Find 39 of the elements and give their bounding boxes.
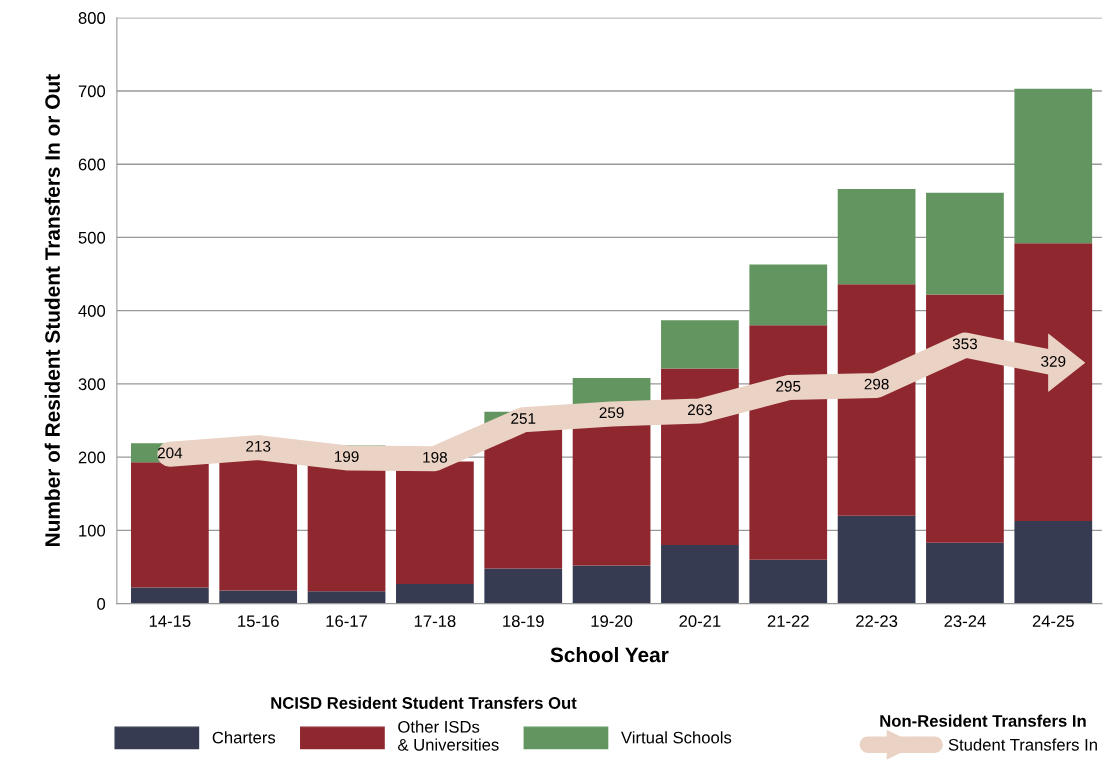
y-tick-label: 300: [78, 378, 106, 391]
data-label: 199: [334, 451, 359, 462]
text: NCISD Resident Student Transfers Out: [271, 696, 577, 709]
data-label: 213: [246, 440, 271, 452]
y-tick-label: 400: [78, 305, 106, 317]
data-label: 251: [511, 413, 536, 424]
data-label: 329: [1041, 355, 1066, 367]
x-tick-label: 22-23: [856, 615, 898, 628]
x-tick-label: 24-25: [1032, 615, 1074, 628]
x-tick-label: 21-22: [767, 615, 809, 627]
data-label: 263: [687, 404, 712, 416]
x-tick-label: 18-19: [503, 615, 544, 628]
data-label: 204: [157, 447, 183, 459]
data-label: 298: [864, 378, 889, 390]
x-tick-label: 17-18: [414, 615, 456, 628]
x-tick-label: 23-24: [944, 615, 986, 628]
legend-label: Other ISDs & Universities: [397, 720, 499, 751]
x-tick-label: 16-17: [326, 615, 368, 628]
data-label: 259: [599, 407, 624, 419]
legend-label: Charters: [212, 731, 276, 744]
y-tick-label: 500: [78, 231, 106, 244]
y-tick-label: 600: [78, 158, 106, 171]
x-axis-title: School Year: [550, 646, 669, 663]
y-tick-label: 100: [79, 524, 106, 537]
legend-label: Student Transfers In: [948, 738, 1097, 751]
x-tick-label: 20-21: [679, 615, 721, 628]
y-tick-label: 200: [78, 451, 106, 464]
data-label: 353: [952, 338, 978, 350]
data-label: 295: [776, 380, 801, 392]
y-axis-title: Number of Resident Student Transfers In or Out: [44, 74, 60, 546]
text: Non-Resident Transfers In: [880, 714, 1086, 727]
y-tick-label: 700: [78, 85, 106, 98]
y-tick-label: 0: [97, 598, 106, 610]
x-tick-label: 14-15: [149, 615, 191, 628]
x-tick-label: 15-16: [238, 615, 279, 628]
data-label: 198: [423, 451, 447, 463]
legend-label: Virtual Schools: [621, 731, 732, 744]
x-tick-label: 19-20: [591, 615, 633, 628]
y-tick-label: 800: [78, 12, 106, 24]
